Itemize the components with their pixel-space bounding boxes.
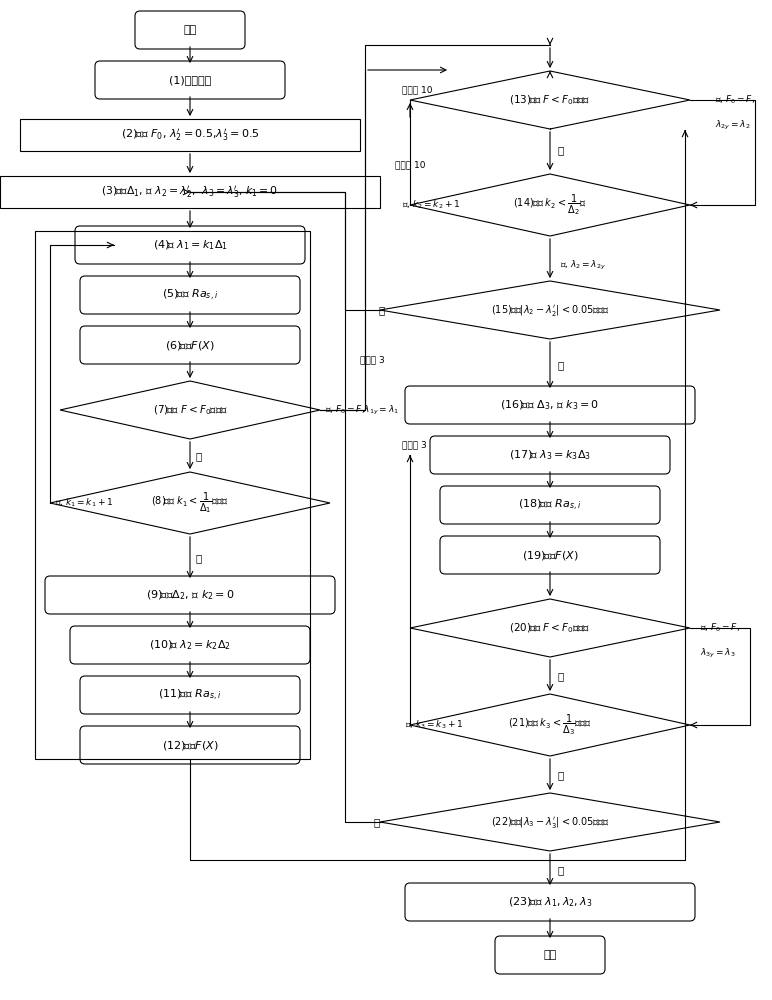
Text: 是: 是 <box>557 865 564 875</box>
FancyBboxPatch shape <box>80 276 300 314</box>
FancyBboxPatch shape <box>0 176 380 208</box>
Text: 结束: 结束 <box>543 950 557 960</box>
Text: 是, $F_0=F$,: 是, $F_0=F$, <box>715 94 755 106</box>
Polygon shape <box>410 694 690 756</box>
Polygon shape <box>380 793 720 851</box>
Text: (21)判断 $k_3<\dfrac{1}{\Delta_3}$成立？: (21)判断 $k_3<\dfrac{1}{\Delta_3}$成立？ <box>508 713 592 737</box>
FancyBboxPatch shape <box>495 936 605 974</box>
Text: (12)计算$F(X)$: (12)计算$F(X)$ <box>161 738 218 752</box>
Text: 接步骤 3: 接步骤 3 <box>402 440 427 450</box>
FancyBboxPatch shape <box>440 486 660 524</box>
FancyBboxPatch shape <box>135 11 245 49</box>
Text: 接步骤 10: 接步骤 10 <box>395 160 425 169</box>
Text: $\lambda_{2y}=\lambda_2$: $\lambda_{2y}=\lambda_2$ <box>715 118 750 132</box>
Text: (4)令 $\lambda_1=k_1\Delta_1$: (4)令 $\lambda_1=k_1\Delta_1$ <box>153 238 228 252</box>
Text: 否: 否 <box>557 770 564 780</box>
Text: (11)计算 $Ra_{s,i}$: (11)计算 $Ra_{s,i}$ <box>158 687 222 703</box>
Polygon shape <box>410 599 690 657</box>
FancyBboxPatch shape <box>405 386 695 424</box>
Text: 开始: 开始 <box>184 25 197 35</box>
Text: 是, $k_1=k_1+1$: 是, $k_1=k_1+1$ <box>55 497 113 509</box>
Text: 否: 否 <box>196 451 202 461</box>
Text: (10)令 $\lambda_2=k_2\Delta_2$: (10)令 $\lambda_2=k_2\Delta_2$ <box>149 638 231 652</box>
Text: 接步骤 10: 接步骤 10 <box>402 86 432 95</box>
FancyBboxPatch shape <box>80 726 300 764</box>
Text: (14)判断 $k_2<\dfrac{1}{\Delta_2}$？: (14)判断 $k_2<\dfrac{1}{\Delta_2}$？ <box>513 193 587 217</box>
Text: (2)定义 $F_0$, $\lambda_2^{\prime}=0.5$,$\lambda_3^{\prime}=0.5$: (2)定义 $F_0$, $\lambda_2^{\prime}=0.5$,$\… <box>120 127 259 143</box>
Text: (22)判断$|\lambda_3-\lambda_3^{\prime}|<0.05$成立？: (22)判断$|\lambda_3-\lambda_3^{\prime}|<0.… <box>491 814 609 830</box>
Text: 否: 否 <box>557 671 564 681</box>
FancyBboxPatch shape <box>20 119 360 151</box>
FancyBboxPatch shape <box>95 61 285 99</box>
Polygon shape <box>410 174 690 236</box>
Polygon shape <box>380 281 720 339</box>
Polygon shape <box>410 71 690 129</box>
FancyBboxPatch shape <box>80 676 300 714</box>
FancyBboxPatch shape <box>75 226 305 264</box>
Text: 是, $F_0=F$,$\lambda_{1y}=\lambda_1$: 是, $F_0=F$,$\lambda_{1y}=\lambda_1$ <box>325 403 399 417</box>
Text: (5)计算 $Ra_{s,i}$: (5)计算 $Ra_{s,i}$ <box>162 287 218 303</box>
FancyBboxPatch shape <box>80 326 300 364</box>
Text: 接步骤 3: 接步骤 3 <box>361 356 385 364</box>
Text: 是, $F_0=F$,: 是, $F_0=F$, <box>700 622 740 634</box>
FancyBboxPatch shape <box>430 436 670 474</box>
Text: (6)计算$F(X)$: (6)计算$F(X)$ <box>165 338 215 352</box>
Text: 是, $k_3=k_3+1$: 是, $k_3=k_3+1$ <box>405 719 463 731</box>
FancyBboxPatch shape <box>405 883 695 921</box>
FancyBboxPatch shape <box>70 626 310 664</box>
FancyBboxPatch shape <box>440 536 660 574</box>
Text: (8)判断 $k_1<\dfrac{1}{\Delta_1}$成立？: (8)判断 $k_1<\dfrac{1}{\Delta_1}$成立？ <box>151 491 229 515</box>
Text: (19)计算$F(X)$: (19)计算$F(X)$ <box>522 548 578 562</box>
Text: 是: 是 <box>557 360 564 370</box>
Text: (9)定义$\Delta_2$, 令 $k_2=0$: (9)定义$\Delta_2$, 令 $k_2=0$ <box>146 588 235 602</box>
Text: 否: 否 <box>557 145 564 155</box>
Text: 否: 否 <box>374 817 380 827</box>
Text: (3)定义$\Delta_1$, 令 $\lambda_2=\lambda_2^{\prime}$,  $\lambda_3=\lambda_3^{\prime: (3)定义$\Delta_1$, 令 $\lambda_2=\lambda_2^… <box>101 184 279 200</box>
Text: 否: 否 <box>196 553 202 563</box>
Text: (18)计算 $Ra_{s,i}$: (18)计算 $Ra_{s,i}$ <box>518 497 581 513</box>
FancyBboxPatch shape <box>45 576 335 614</box>
Polygon shape <box>60 381 320 439</box>
Text: (17)令 $\lambda_3=k_3\Delta_3$: (17)令 $\lambda_3=k_3\Delta_3$ <box>509 448 591 462</box>
Text: (20)判断 $F<F_0$成立？: (20)判断 $F<F_0$成立？ <box>510 621 591 635</box>
Text: 否: 否 <box>379 305 385 315</box>
Text: (13)判断 $F<F_0$成立？: (13)判断 $F<F_0$成立？ <box>510 93 591 107</box>
Polygon shape <box>50 472 330 534</box>
Text: (23)输出 $\lambda_1, \lambda_2, \lambda_3$: (23)输出 $\lambda_1, \lambda_2, \lambda_3$ <box>508 895 592 909</box>
Text: (7)判断 $F<F_0$成立？: (7)判断 $F<F_0$成立？ <box>153 403 228 417</box>
Text: (15)判断$|\lambda_2-\lambda_2^{\prime}|<0.05$成立？: (15)判断$|\lambda_2-\lambda_2^{\prime}|<0.… <box>491 302 609 318</box>
Text: 否, $\lambda_2=\lambda_{2y}$: 否, $\lambda_2=\lambda_{2y}$ <box>560 258 606 272</box>
Text: $\lambda_{3y}=\lambda_3$: $\lambda_{3y}=\lambda_3$ <box>700 646 736 660</box>
Text: (16)定义 $\Delta_3$, 令 $k_3=0$: (16)定义 $\Delta_3$, 令 $k_3=0$ <box>500 398 600 412</box>
Text: (1)参数收集: (1)参数收集 <box>169 75 211 85</box>
Text: 是, $k_2=k_2+1$: 是, $k_2=k_2+1$ <box>402 199 460 211</box>
